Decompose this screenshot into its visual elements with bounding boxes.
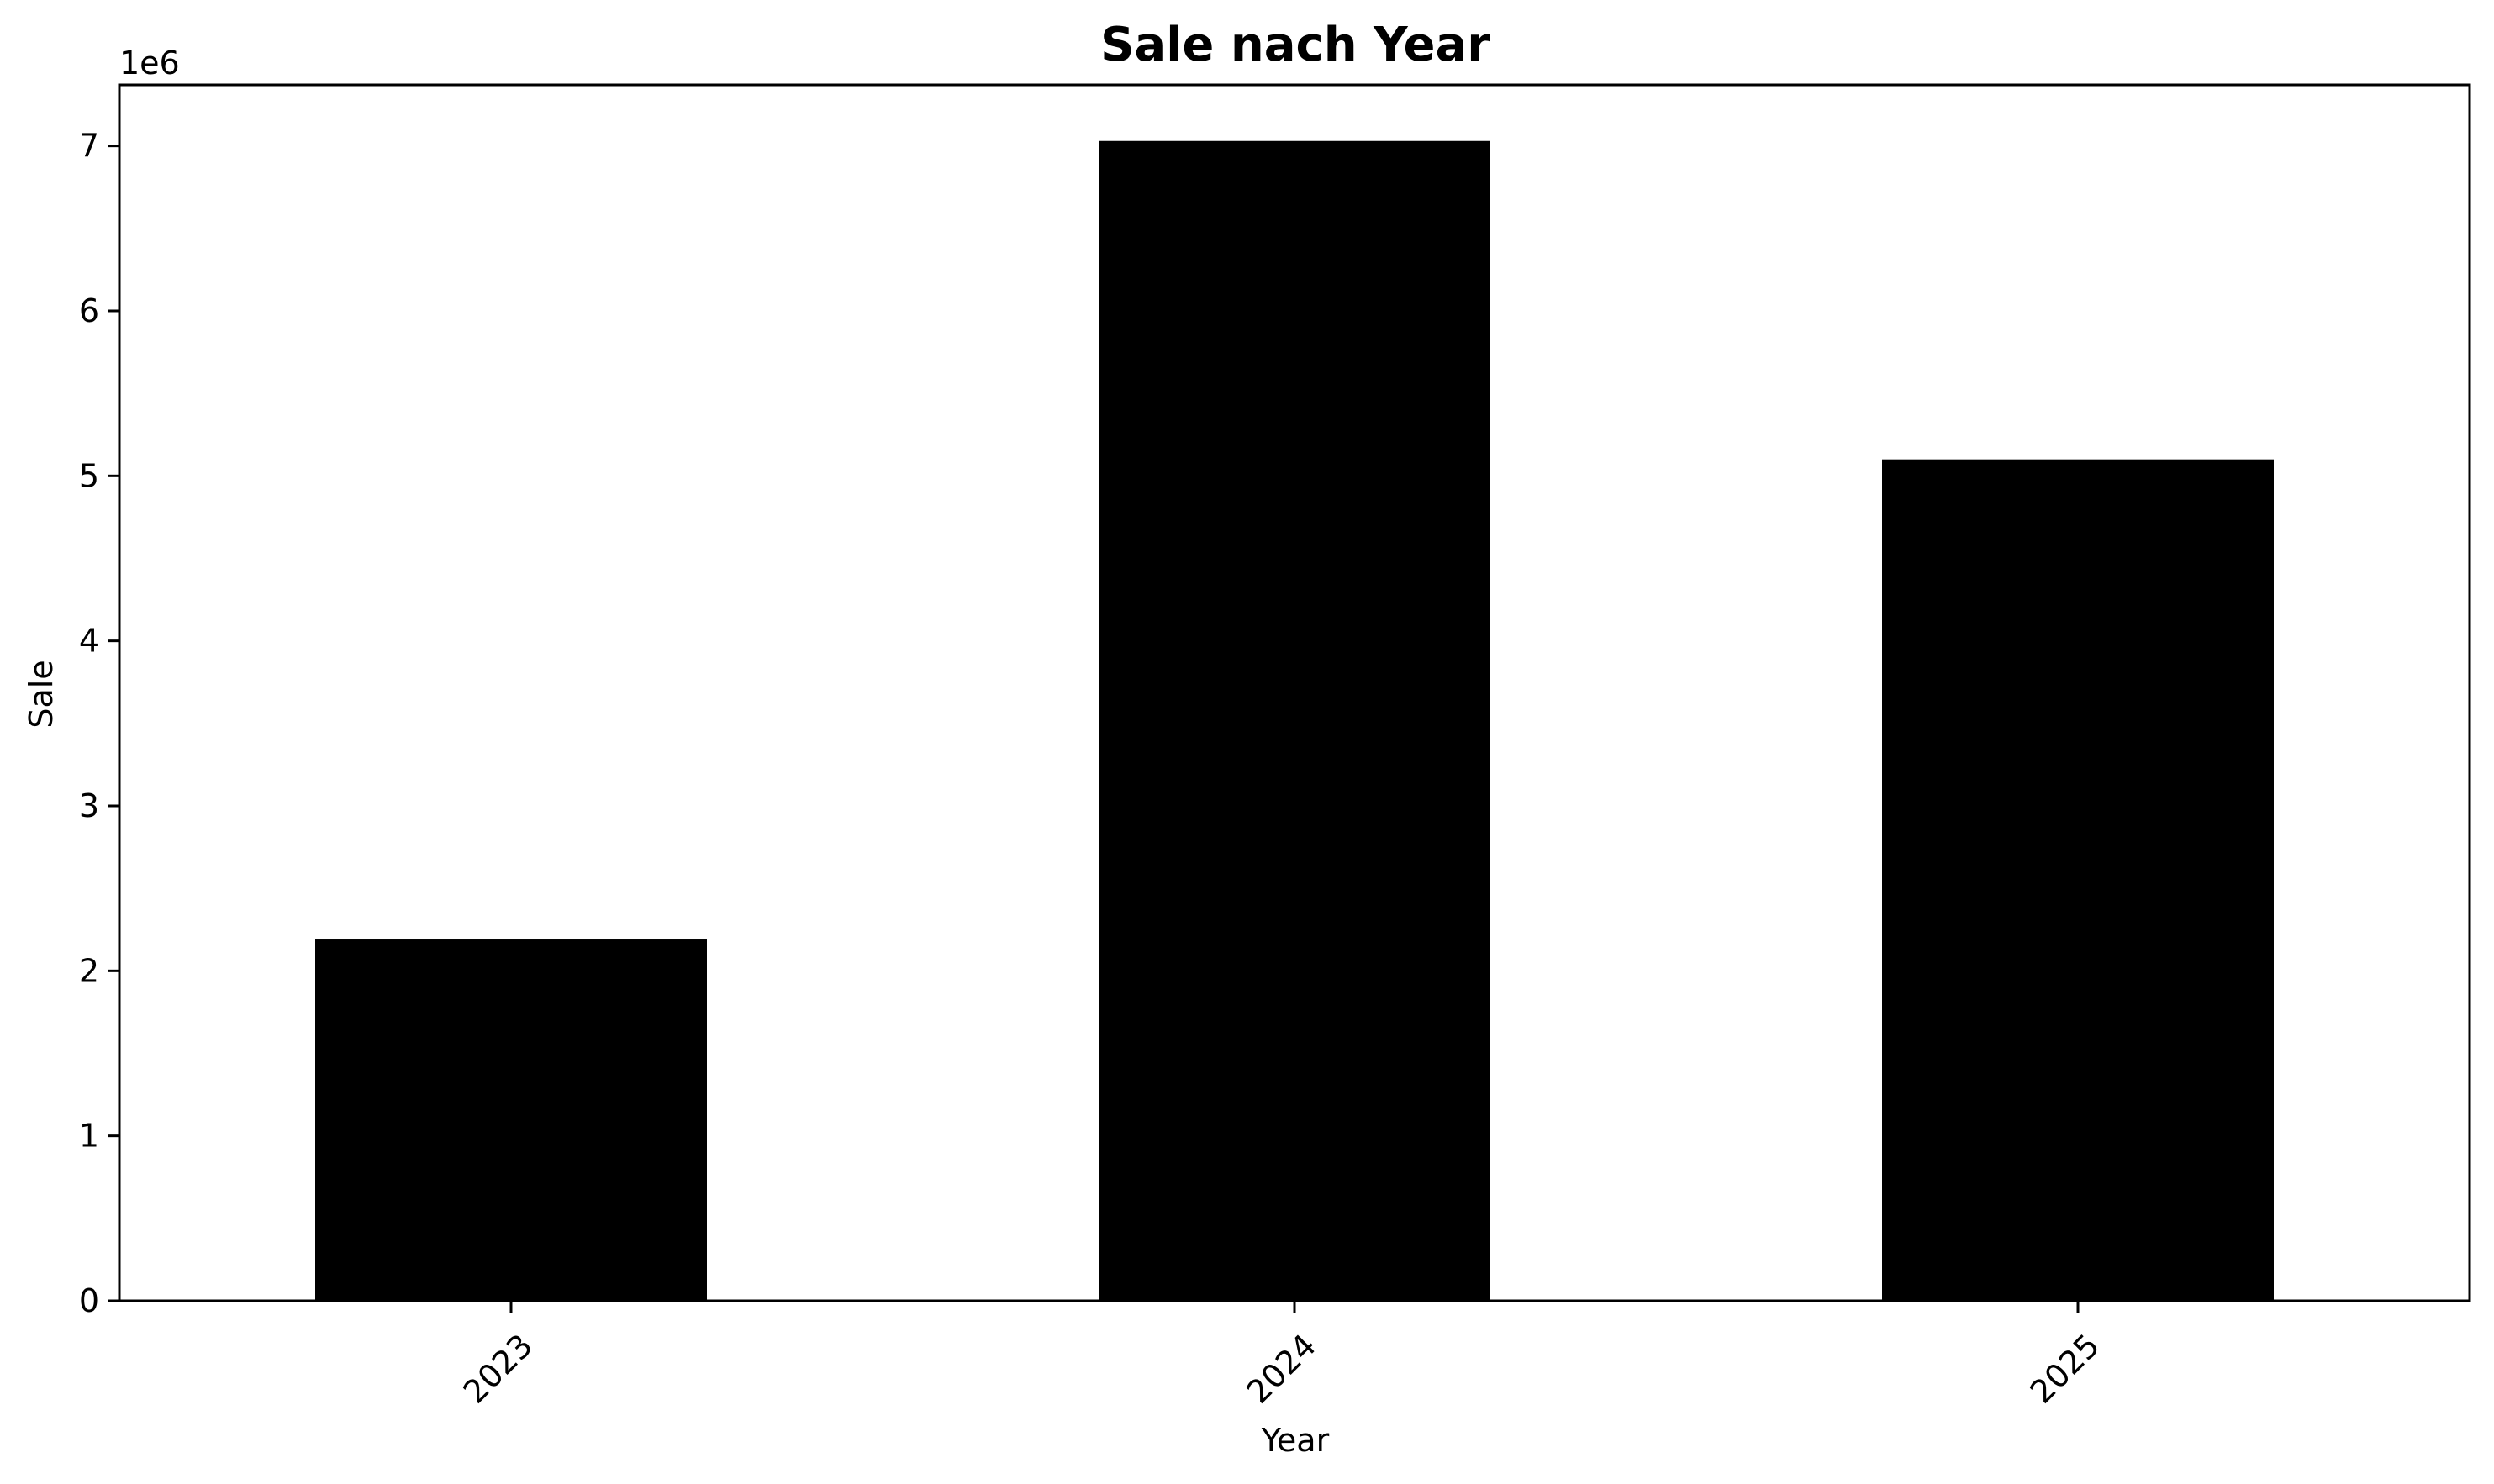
y-tick-label-2: 2 — [79, 952, 99, 989]
y-tick-label-6: 6 — [79, 292, 99, 329]
y-scale-label: 1e6 — [119, 45, 180, 82]
y-tick-label-3: 3 — [79, 787, 99, 824]
y-tick-label-4: 4 — [79, 623, 99, 660]
y-tick-label-5: 5 — [79, 457, 99, 494]
y-tick-label-0: 0 — [79, 1282, 99, 1319]
bar-2023 — [315, 939, 707, 1301]
chart-title: Sale nach Year — [1100, 18, 1490, 72]
x-axis-label: Year — [1261, 1422, 1330, 1459]
bar-2025 — [1882, 459, 2274, 1301]
plot-frame — [118, 83, 2471, 1302]
y-tick-label-7: 7 — [79, 128, 99, 165]
y-axis-label: Sale — [23, 660, 60, 728]
y-tick-label-1: 1 — [79, 1118, 99, 1155]
bar-2024 — [1099, 140, 1490, 1302]
